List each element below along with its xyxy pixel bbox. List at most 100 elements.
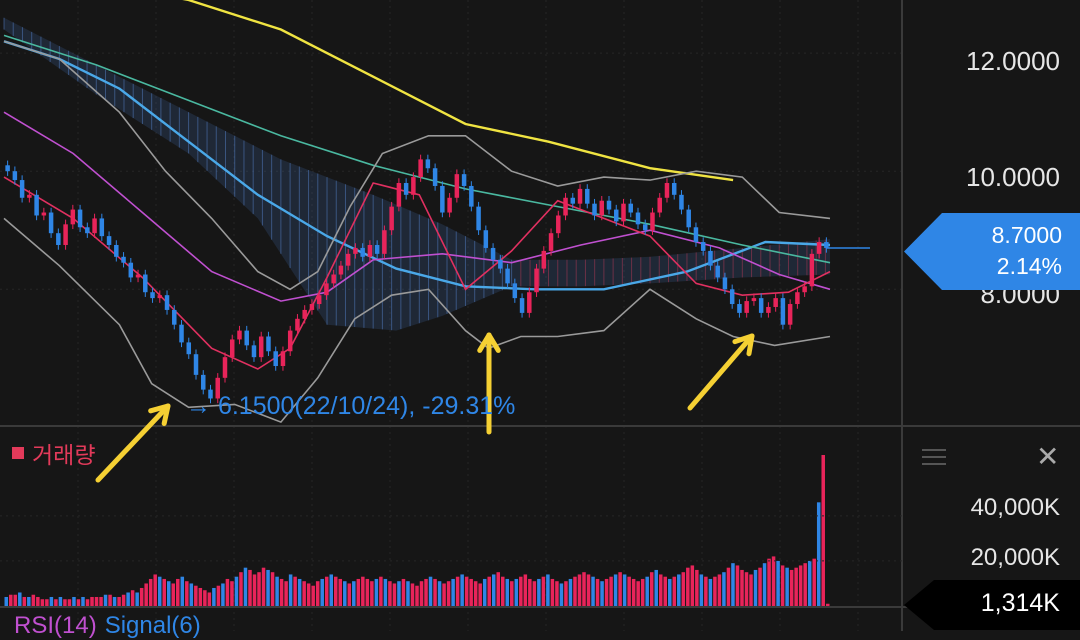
volume-bar [433, 578, 437, 606]
volume-bar [4, 596, 9, 606]
volume-bar [640, 578, 645, 606]
candle [150, 292, 155, 299]
volume-bar [388, 581, 392, 606]
candle [48, 212, 54, 234]
volume-bar [374, 578, 379, 606]
candle [432, 168, 438, 186]
volume-bar [284, 581, 288, 606]
volume-bar [568, 578, 573, 606]
volume-bar [315, 581, 320, 606]
volume-bar [261, 567, 266, 606]
volume-bar [117, 596, 121, 606]
candle [556, 215, 561, 234]
volume-bar [234, 576, 239, 606]
annotation-arrowhead [732, 333, 755, 345]
candle [498, 259, 503, 269]
candle [374, 244, 380, 254]
volume-tick-label: 20,000K [970, 544, 1060, 571]
volume-bar [320, 578, 324, 606]
candle [454, 174, 460, 198]
volume-bar [81, 596, 85, 606]
volume-bar [36, 596, 40, 606]
candle [273, 351, 278, 367]
volume-bar [469, 578, 473, 606]
candle [592, 203, 597, 216]
candle [737, 304, 742, 313]
annotation-arrowhead [148, 403, 171, 414]
candle [715, 265, 720, 278]
candle [534, 268, 539, 293]
candle [469, 185, 474, 207]
volume-bar [582, 572, 586, 606]
volume-bar [586, 574, 591, 606]
volume-bar [216, 585, 221, 606]
volume-bar [510, 581, 514, 606]
volume-bar [740, 569, 744, 606]
volume-bar [243, 567, 248, 606]
candle [77, 209, 83, 228]
candle [193, 354, 199, 375]
candle [63, 224, 68, 245]
panel-menu-icon[interactable] [922, 444, 946, 470]
candle [490, 247, 496, 260]
candle [331, 274, 336, 284]
candle [708, 250, 713, 266]
candle [722, 277, 728, 290]
volume-bar [537, 578, 541, 606]
candle [41, 212, 47, 216]
volume-bar [257, 572, 261, 606]
volume-legend-label: 거래량 [32, 442, 96, 468]
close-icon[interactable]: ✕ [1036, 441, 1060, 472]
candle [657, 197, 662, 213]
rsi-legend: RSI(14) Signal(6) [14, 612, 201, 640]
candle [403, 183, 409, 195]
volume-bar [564, 581, 568, 606]
candle [208, 389, 213, 399]
volume-bar [491, 574, 496, 606]
volume-bar [794, 567, 798, 606]
volume-bar [649, 572, 654, 606]
candle [34, 194, 39, 216]
candle [324, 283, 329, 296]
annotation-arrowhead [161, 403, 171, 427]
candle [12, 171, 18, 181]
candle [795, 292, 800, 305]
volume-bar [523, 574, 528, 606]
volume-bar [126, 592, 130, 606]
candle [787, 304, 793, 325]
volume-bar [424, 578, 428, 606]
candle [367, 244, 373, 257]
volume-bar [198, 587, 203, 606]
candle [773, 298, 778, 307]
low-price-annotation: → 6.1500(22/10/24), -29.31% [186, 392, 516, 420]
volume-bar [437, 581, 442, 606]
volume-bar [85, 599, 90, 606]
volume-bar [816, 502, 821, 606]
candle [505, 268, 510, 284]
volume-bar [573, 576, 577, 606]
volume-bar [230, 581, 234, 606]
candle [106, 236, 112, 245]
candle [809, 253, 815, 287]
candle [483, 230, 489, 248]
candle [85, 227, 90, 234]
volume-bar [180, 576, 185, 606]
volume-bar [13, 594, 18, 606]
volume-bar [189, 583, 194, 606]
candle [585, 188, 590, 204]
volume-bar [631, 578, 636, 606]
volume-bar [464, 576, 469, 606]
volume-bar [749, 574, 753, 606]
candle [642, 224, 648, 231]
current-volume-tag: 1,314K [904, 580, 1080, 630]
ma-purple-line [3, 111, 831, 302]
candle [621, 203, 626, 222]
volume-bar [415, 585, 419, 606]
candle [824, 242, 829, 248]
volume-bar [225, 578, 230, 606]
volume-bar [419, 581, 424, 606]
volume-legend-swatch [12, 447, 24, 459]
volume-bar [356, 578, 361, 606]
